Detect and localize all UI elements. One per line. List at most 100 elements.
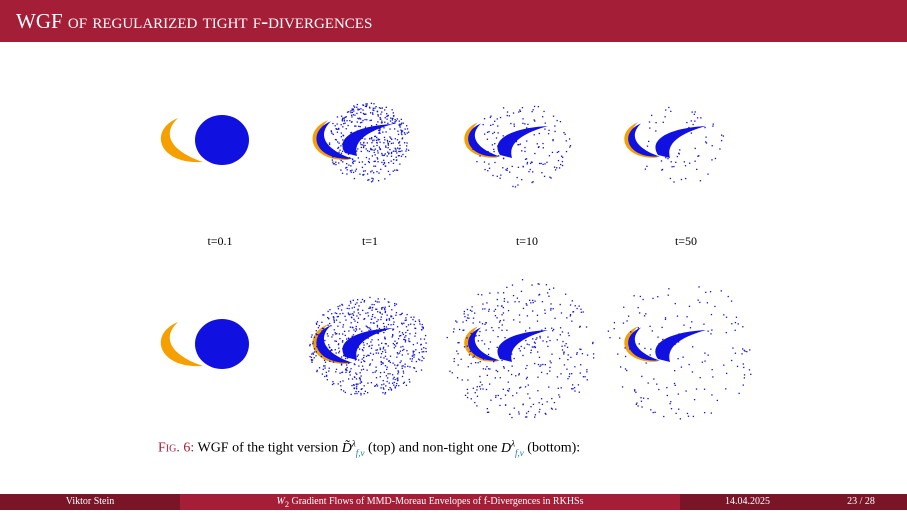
particle [512,185,514,188]
particle [743,377,746,379]
particle [234,349,236,351]
particle [503,300,505,302]
particle [225,360,228,363]
particle [548,129,550,132]
particle [413,316,415,318]
particle [553,401,556,404]
particle [492,123,494,126]
particle [351,349,354,352]
particle [343,354,345,357]
particle [680,366,683,368]
particle [521,106,524,109]
particle [502,157,505,159]
particle [518,144,520,146]
particle [698,286,700,288]
particle [395,120,397,122]
particle [310,359,313,361]
particle [553,328,555,331]
particle [324,339,326,342]
particle [328,346,331,348]
particle [607,330,610,332]
particle [710,412,712,414]
panel-label: t=1 [361,234,379,248]
particle [345,338,348,340]
particle [413,367,416,369]
particle [640,400,643,402]
particle [233,357,235,360]
particle [215,345,217,348]
particle [537,146,540,149]
particle [379,376,381,378]
particle [366,142,368,144]
particle [217,352,219,354]
particle [547,133,550,135]
particle [378,107,381,109]
particle [344,348,346,351]
particle [204,348,206,350]
particle [381,111,383,113]
particle [381,307,383,309]
particle [212,325,215,328]
particle [705,136,707,138]
particle [546,341,548,343]
particle [387,153,390,155]
particle [379,132,381,134]
particle [467,379,469,381]
particle [722,135,725,137]
particle [613,321,616,324]
particle [383,327,386,330]
particle [317,346,319,348]
particle [471,310,473,312]
particle [508,388,510,390]
particle [628,339,630,342]
particle [483,161,486,163]
particle [635,144,638,146]
particle [473,355,475,357]
particle [737,323,739,325]
particle [497,336,499,338]
particle [489,368,491,370]
particle [390,152,393,155]
particle [366,332,368,334]
particle [199,347,201,350]
particle [385,343,387,345]
particle [518,111,520,113]
particle [743,374,746,376]
particle [211,122,214,124]
particle [537,351,539,353]
particle [404,363,406,365]
particle [519,143,521,145]
particle [341,172,344,174]
particle [685,390,687,392]
particle [337,383,339,385]
particle [714,305,716,308]
particle [366,343,368,345]
particle [355,390,357,393]
particle [481,384,483,386]
particle [337,325,339,327]
particle [711,368,713,371]
particle [396,342,398,344]
particle [363,318,365,320]
particle [678,130,680,132]
particle [544,122,546,124]
crescent [628,123,660,157]
particle [354,354,356,356]
particle [222,325,224,327]
particle [551,408,553,410]
particle [366,150,369,152]
particle [350,313,352,315]
particle [225,339,228,341]
particle [392,342,395,345]
particle [383,136,386,139]
particle [311,359,314,361]
particle [420,348,423,350]
particle [366,104,368,107]
particle [674,370,676,372]
particle [637,327,639,329]
particle [226,152,228,154]
particle [677,341,680,343]
particle [355,340,357,342]
particle [362,112,365,115]
particle [670,401,672,403]
